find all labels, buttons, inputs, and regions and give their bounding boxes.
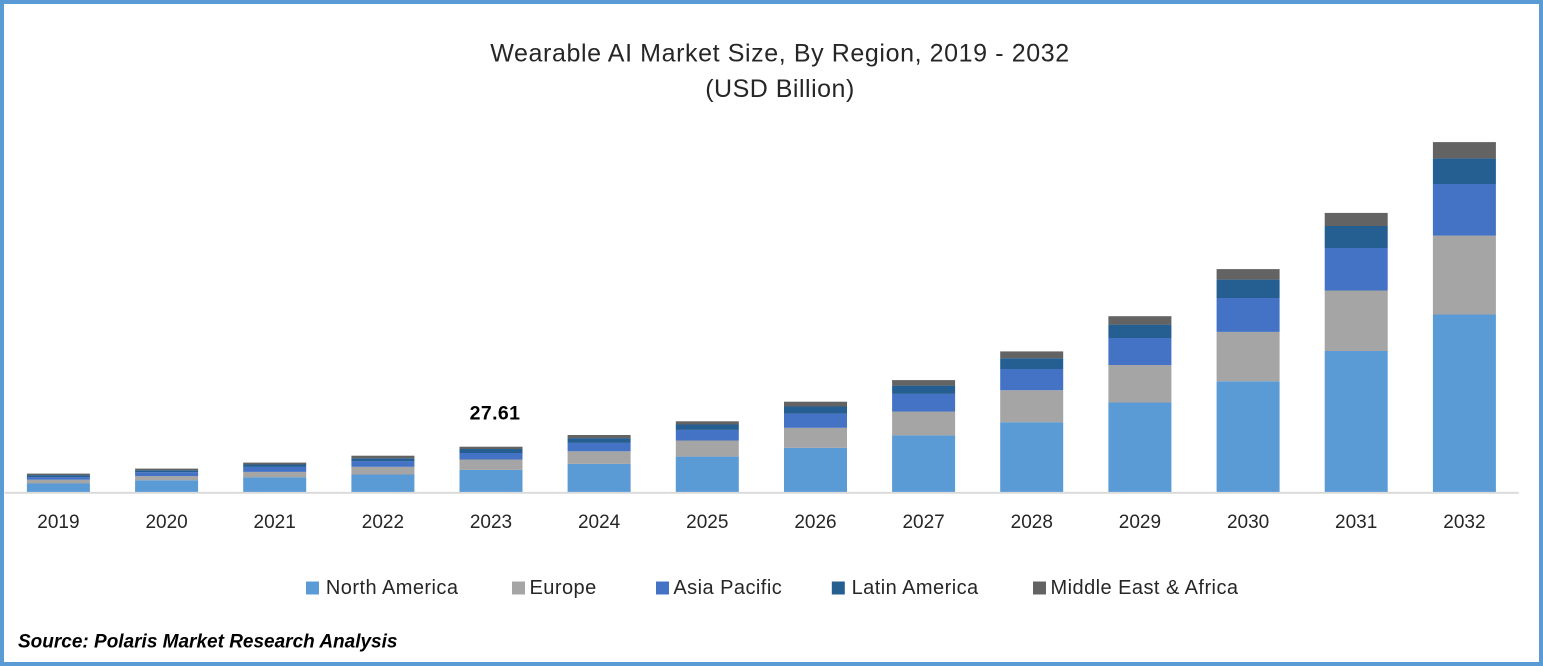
svg-text:2021: 2021 — [254, 512, 296, 533]
svg-text:Source: Polaris Market Researc: Source: Polaris Market Research Analysis — [18, 632, 397, 653]
svg-text:2029: 2029 — [1119, 512, 1161, 533]
svg-text:2032: 2032 — [1443, 512, 1485, 533]
svg-text:2030: 2030 — [1227, 512, 1269, 533]
svg-text:Asia Pacific: Asia Pacific — [673, 577, 782, 599]
svg-text:North America: North America — [326, 577, 459, 599]
svg-text:Middle East & Africa: Middle East & Africa — [1051, 577, 1239, 599]
svg-text:2024: 2024 — [578, 512, 621, 533]
svg-text:2027: 2027 — [902, 512, 944, 533]
svg-text:Wearable AI Market Size, By Re: Wearable AI Market Size, By Region, 2019… — [490, 40, 1069, 68]
svg-text:(USD Billion): (USD Billion) — [705, 75, 855, 103]
svg-text:Europe: Europe — [530, 577, 597, 599]
svg-text:2025: 2025 — [686, 512, 728, 533]
svg-text:2026: 2026 — [794, 512, 836, 533]
svg-text:2023: 2023 — [470, 512, 512, 533]
svg-text:2031: 2031 — [1335, 512, 1377, 533]
svg-text:27.61: 27.61 — [470, 403, 521, 425]
svg-text:2022: 2022 — [362, 512, 404, 533]
svg-text:2020: 2020 — [145, 512, 187, 533]
svg-text:2028: 2028 — [1011, 512, 1053, 533]
svg-text:2019: 2019 — [37, 512, 79, 533]
svg-text:Latin America: Latin America — [852, 577, 979, 599]
